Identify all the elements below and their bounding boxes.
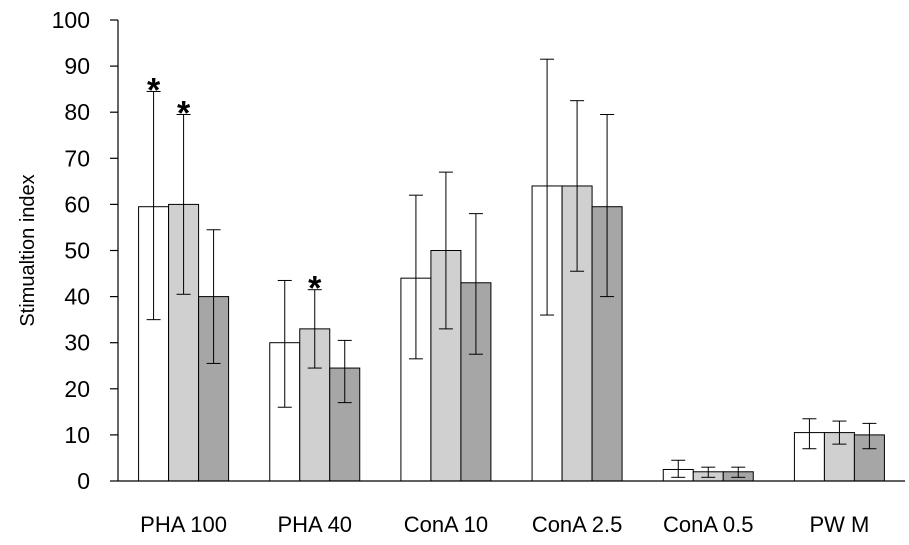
bars <box>138 185 885 482</box>
y-tick-label: 90 <box>64 53 90 79</box>
x-category-label: ConA 0.5 <box>663 512 754 537</box>
x-category-label: ConA 10 <box>404 512 488 537</box>
y-tick-label: 40 <box>64 284 90 310</box>
y-tick-label: 80 <box>64 99 90 125</box>
y-axis-title: Stimualtion index <box>17 174 39 326</box>
x-category-label: ConA 2.5 <box>532 512 623 537</box>
significance-star: * <box>147 71 161 109</box>
y-axis: 0 10 20 30 40 50 60 70 80 90 100 <box>52 7 119 494</box>
x-axis: PHA 100 PHA 40 ConA 10 ConA 2.5 ConA 0.5 PW M <box>118 480 905 537</box>
significance-marks: * * * <box>147 71 322 307</box>
y-tick-label: 10 <box>64 422 90 448</box>
error-bars <box>146 58 877 478</box>
y-tick-label: 20 <box>64 376 90 402</box>
x-category-label: PW M <box>809 512 869 537</box>
y-tick-label: 50 <box>64 238 90 264</box>
y-tick-label: 0 <box>77 468 90 494</box>
y-tick-label: 60 <box>64 191 90 217</box>
y-tick-label: 70 <box>64 145 90 171</box>
x-category-label: PHA 100 <box>140 512 227 537</box>
x-category-label: PHA 40 <box>277 512 352 537</box>
significance-star: * <box>308 270 322 308</box>
significance-star: * <box>177 95 191 133</box>
y-tick-label: 30 <box>64 330 90 356</box>
y-tick-label: 100 <box>52 7 90 33</box>
